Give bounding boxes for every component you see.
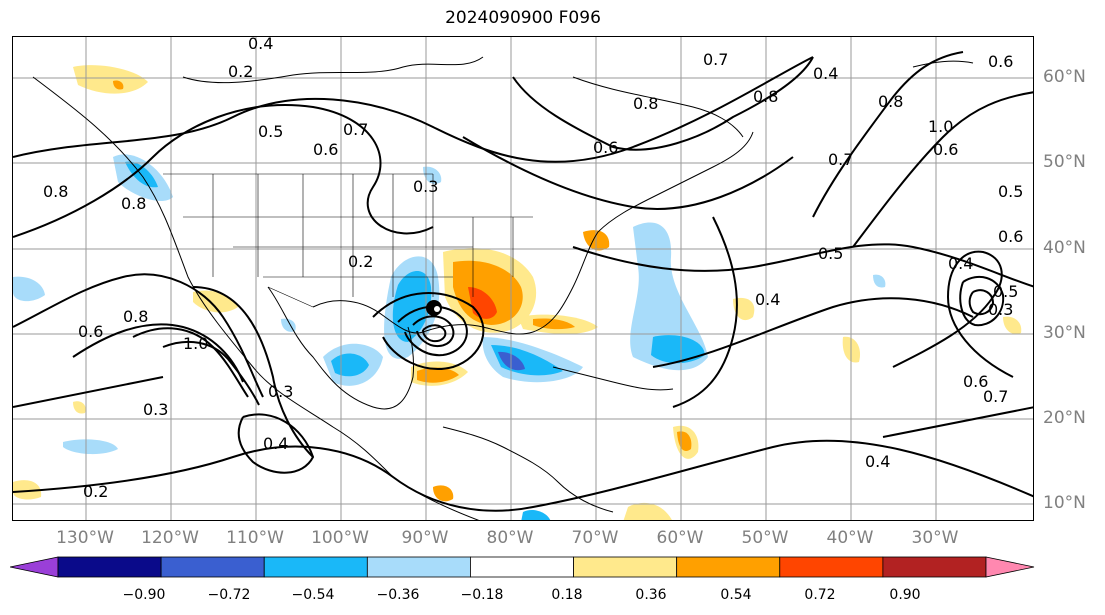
- lat-label: 40°N: [1043, 238, 1086, 258]
- contour-label: 0.8: [121, 194, 146, 213]
- contour-label: 0.7: [703, 50, 728, 69]
- contour-label: 0.4: [755, 290, 780, 309]
- colorbar-segment: [779, 556, 884, 578]
- contour-label: 0.5: [998, 182, 1023, 201]
- contour-label: 0.4: [813, 64, 838, 83]
- contour-label: 0.4: [263, 434, 288, 453]
- contour-label: 1.0: [928, 117, 953, 136]
- colorbar-tick: −0.54: [291, 587, 335, 603]
- contour-label: 0.6: [78, 322, 103, 341]
- colorbar-extend-high: [985, 556, 1035, 578]
- lon-label: 60°W: [656, 528, 704, 548]
- contour-label: 0.6: [313, 140, 338, 159]
- lon-label: 120°W: [141, 528, 199, 548]
- contour-label: 0.7: [343, 120, 368, 139]
- colorbar-segment: [366, 556, 471, 578]
- contour-label: 0.2: [228, 62, 253, 81]
- colorbar-tick: −0.18: [460, 587, 504, 603]
- colorbar-segment: [263, 556, 368, 578]
- contour-label: 0.2: [83, 482, 108, 501]
- lat-label: 10°N: [1043, 493, 1086, 513]
- lat-label: 20°N: [1043, 408, 1086, 428]
- isolines: [13, 51, 1033, 512]
- colorbar-tick: −0.72: [207, 587, 251, 603]
- lat-label: 60°N: [1043, 67, 1086, 87]
- colorbar-segment: [57, 556, 162, 578]
- colorbar-segment: [160, 556, 265, 578]
- contour-label: 0.2: [348, 252, 373, 271]
- contour-label: 0.6: [988, 52, 1013, 71]
- colorbar-extend-low: [10, 556, 59, 578]
- map-panel: 0.2 0.5 0.6 0.7 0.7 0.4 0.8 0.6 0.8 1.0 …: [12, 36, 1034, 521]
- colorbar: [10, 556, 1035, 578]
- contour-label: 1.0: [183, 334, 208, 353]
- contour-label: 0.8: [123, 307, 148, 326]
- colorbar-tick: 0.72: [804, 587, 836, 603]
- colorbar-tick: −0.36: [376, 587, 420, 603]
- contour-label: 0.3: [143, 400, 168, 419]
- contour-label: 0.3: [413, 177, 438, 196]
- lon-label: 130°W: [56, 528, 114, 548]
- contour-labels: 0.2 0.5 0.6 0.7 0.7 0.4 0.8 0.6 0.8 1.0 …: [43, 37, 1023, 501]
- contour-label: 0.7: [983, 387, 1008, 406]
- lon-label: 50°W: [741, 528, 789, 548]
- colorbar-tick: 0.54: [720, 587, 752, 603]
- lon-label: 100°W: [311, 528, 369, 548]
- contour-label: 0.6: [998, 227, 1023, 246]
- lon-label: 110°W: [226, 528, 284, 548]
- contour-label: 0.8: [753, 87, 778, 106]
- contour-label: 0.6: [963, 372, 988, 391]
- map-svg: 0.2 0.5 0.6 0.7 0.7 0.4 0.8 0.6 0.8 1.0 …: [13, 37, 1033, 520]
- contour-label: 0.8: [878, 92, 903, 111]
- contour-label: 0.7: [828, 150, 853, 169]
- contour-label: 0.5: [993, 282, 1018, 301]
- lon-label: 30°W: [911, 528, 959, 548]
- colorbar-segment: [470, 556, 574, 578]
- map-title: 2024090900 F096: [445, 8, 601, 28]
- contour-label: 0.6: [593, 138, 618, 157]
- colorbar-tick: 0.18: [551, 587, 583, 603]
- colorbar-tick: 0.36: [635, 587, 667, 603]
- lat-label: 30°N: [1043, 323, 1086, 343]
- lat-label: 50°N: [1043, 152, 1086, 172]
- colorbar-segment: [882, 556, 987, 578]
- contour-label: 0.4: [865, 452, 890, 471]
- contour-label: 0.4: [948, 254, 973, 273]
- colorbar-tick: 0.90: [889, 587, 921, 603]
- colorbar-segment: [676, 556, 781, 578]
- contour-label: 0.4: [248, 37, 273, 53]
- colorbar-tick: −0.90: [122, 587, 166, 603]
- contour-label: 0.5: [258, 122, 283, 141]
- lon-label: 90°W: [401, 528, 449, 548]
- contour-label: 0.8: [633, 94, 658, 113]
- political-borders: [163, 173, 533, 308]
- contour-label: 0.8: [43, 182, 68, 201]
- cyclone-center: [426, 300, 442, 316]
- colorbar-segment: [573, 556, 678, 578]
- contour-label: 0.3: [268, 382, 293, 401]
- contour-label: 0.3: [988, 300, 1013, 319]
- lon-label: 40°W: [826, 528, 874, 548]
- contour-label: 0.6: [933, 140, 958, 159]
- contour-label: 0.5: [818, 244, 843, 263]
- lon-label: 80°W: [486, 528, 534, 548]
- lon-label: 70°W: [571, 528, 619, 548]
